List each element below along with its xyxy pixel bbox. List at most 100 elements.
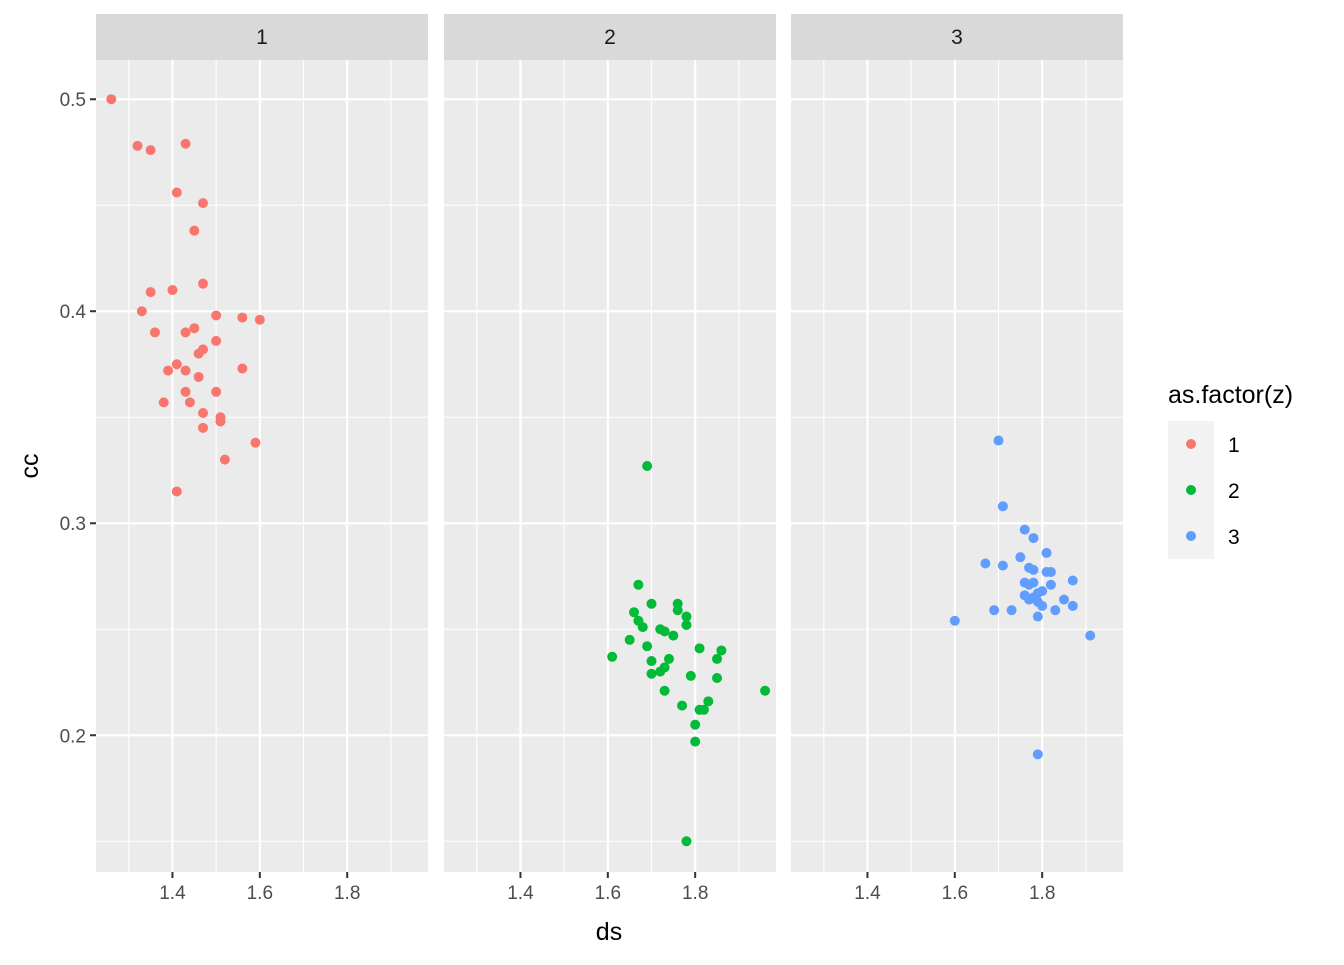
data-point [1024, 594, 1035, 605]
data-point [690, 736, 701, 747]
panel-background [444, 60, 776, 872]
legend-entry-1: 1 [1168, 421, 1240, 467]
data-point [642, 641, 653, 652]
data-point [193, 371, 204, 382]
data-point [668, 630, 679, 641]
y-tick-label: 0.5 [60, 90, 86, 111]
data-point [659, 626, 670, 637]
x-tick-label: 1.4 [507, 883, 534, 904]
data-point [712, 653, 723, 664]
data-point [997, 501, 1008, 512]
data-point [690, 719, 701, 730]
data-point [198, 278, 209, 289]
facet-strip [96, 14, 428, 60]
data-point [760, 685, 771, 696]
facet-panel-2: 2 [444, 14, 776, 872]
data-point [681, 611, 692, 622]
data-point [189, 225, 200, 236]
data-point [145, 145, 156, 156]
gridlines [96, 60, 428, 872]
data-point [1032, 611, 1043, 622]
data-point [1059, 594, 1070, 605]
data-point [132, 140, 143, 151]
data-point [646, 668, 657, 679]
data-point [250, 437, 261, 448]
data-point [698, 704, 709, 715]
data-point [1067, 600, 1078, 611]
data-point [180, 138, 191, 149]
data-point [198, 422, 209, 433]
legend-key-point [1186, 531, 1196, 541]
facet-strip-label: 2 [604, 26, 616, 49]
data-point [646, 656, 657, 667]
data-point [655, 666, 666, 677]
facet-strip-label: 1 [256, 26, 268, 49]
legend-key-point [1186, 485, 1196, 495]
x-tick-label: 1.8 [334, 883, 360, 904]
data-point [1019, 524, 1030, 535]
data-point [1006, 605, 1017, 616]
x-tick-label: 1.6 [942, 883, 968, 904]
x-tick-label: 1.4 [159, 883, 186, 904]
data-point [171, 359, 182, 370]
data-point [712, 673, 723, 684]
data-point [1045, 579, 1056, 590]
data-point [158, 397, 169, 408]
facet-panels: 1 2 3 [96, 14, 1123, 872]
legend: as.factor(z) 1 2 3 [1168, 381, 1293, 559]
data-point [219, 454, 230, 465]
x-tick-label: 1.8 [1029, 883, 1055, 904]
data-point [167, 285, 178, 296]
data-point [254, 314, 265, 325]
data-point [993, 435, 1004, 446]
data-point [1085, 630, 1096, 641]
y-tick-label: 0.3 [60, 514, 86, 535]
data-point [1024, 579, 1035, 590]
data-point [677, 700, 688, 711]
data-point [997, 560, 1008, 571]
data-point [663, 653, 674, 664]
data-point [106, 94, 117, 105]
data-point [681, 836, 692, 847]
data-point [136, 306, 147, 317]
data-point [1050, 605, 1061, 616]
x-axis-title: ds [596, 918, 622, 946]
data-point [198, 198, 209, 209]
data-point [1028, 533, 1039, 544]
data-point [198, 407, 209, 418]
series-2-points [607, 461, 771, 847]
data-point [193, 348, 204, 359]
data-point [1015, 552, 1026, 563]
y-tick-label: 0.4 [60, 302, 87, 323]
data-point [637, 622, 648, 633]
data-point [703, 696, 714, 707]
panel-background [791, 60, 1123, 872]
data-point [1028, 564, 1039, 575]
data-point [624, 634, 635, 645]
series-3-points [949, 435, 1096, 760]
data-point [145, 287, 156, 298]
facet-strip [444, 14, 776, 60]
data-point [211, 335, 222, 346]
data-point [237, 363, 248, 374]
data-point [211, 386, 222, 397]
data-point [171, 486, 182, 497]
data-point [681, 620, 692, 631]
data-point [989, 605, 1000, 616]
data-point [1032, 749, 1043, 760]
legend-key-point [1186, 439, 1196, 449]
data-point [149, 327, 160, 338]
legend-label: 1 [1228, 434, 1240, 457]
data-point [629, 607, 640, 618]
data-point [659, 685, 670, 696]
x-tick-label: 1.6 [595, 883, 621, 904]
facet-panel-1: 1 [96, 14, 428, 872]
data-point [646, 598, 657, 609]
y-tick-label: 0.2 [60, 726, 86, 747]
legend-title: as.factor(z) [1168, 381, 1293, 409]
facet-panel-3: 3 [791, 14, 1123, 872]
x-tick-label: 1.6 [247, 883, 273, 904]
data-point [949, 615, 960, 626]
data-point [163, 365, 174, 376]
